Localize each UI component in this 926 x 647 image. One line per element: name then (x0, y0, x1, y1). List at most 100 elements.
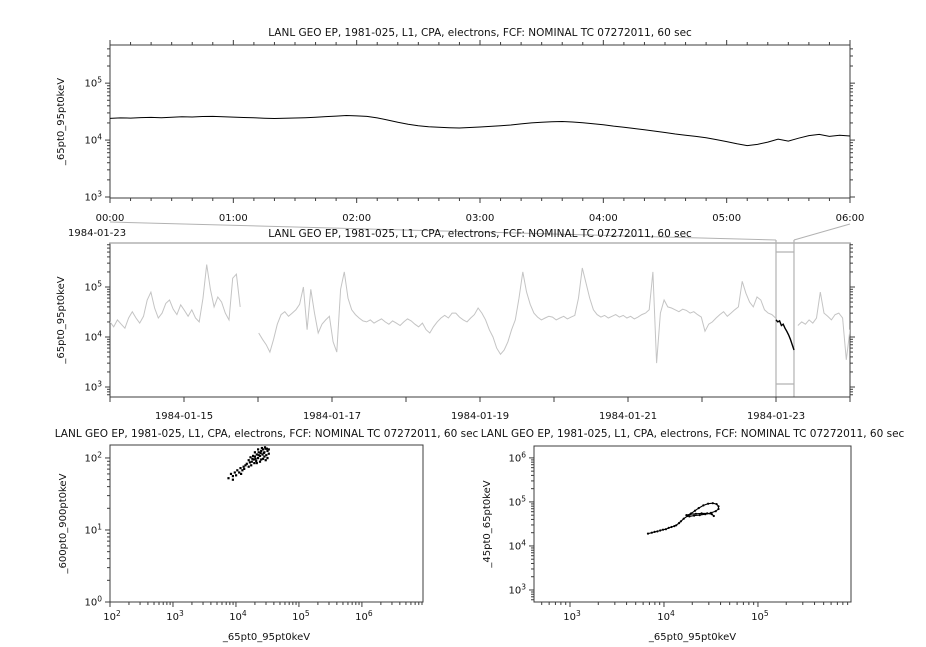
scatter-point (267, 448, 270, 451)
time-tick-label: 01:00 (219, 213, 248, 224)
panel-overview-plot-area[interactable] (110, 243, 850, 397)
y-tick-label: 104 (508, 538, 526, 552)
trail-point (714, 510, 717, 513)
scatter-point (264, 459, 267, 462)
scatter-point (243, 467, 246, 470)
x-tick-label: 106 (355, 609, 373, 623)
x-tick-label: 102 (103, 609, 121, 623)
scatter-point (245, 462, 248, 465)
date-tick-label: 1984-01-19 (451, 411, 509, 422)
panel-scatter-right-plot-area[interactable] (534, 446, 851, 602)
scatter-points-600-900 (227, 446, 270, 481)
scatter-point (266, 457, 269, 460)
scatter-point (250, 460, 253, 463)
trail-point (704, 513, 707, 516)
scatter-point (254, 457, 257, 460)
y-tick-label: 105 (508, 494, 526, 508)
panel-title-scatter-left: LANL GEO EP, 1981-025, L1, CPA, electron… (55, 428, 479, 440)
trail-point (717, 507, 720, 511)
y-axis-label-zoom: _65pt0_95pt0keV (56, 78, 67, 166)
highlight-box[interactable] (775, 240, 795, 397)
scatter-point (249, 456, 252, 459)
panel-zoom-plot-area[interactable] (110, 45, 850, 198)
x-axis-label-scatter-left: _65pt0_95pt0keV (222, 632, 310, 643)
trail-point (702, 504, 705, 507)
scatter-point (264, 447, 267, 450)
trail-45-65 (646, 502, 720, 535)
scatter-point (231, 478, 234, 481)
trail-point (679, 520, 683, 523)
scatter-point (260, 446, 263, 450)
y-tick-label: 104 (84, 133, 102, 147)
scatter-point (240, 472, 243, 475)
scatter-point (250, 464, 253, 467)
trail-point (712, 514, 715, 518)
trail-point (675, 524, 678, 527)
scatter-point (229, 472, 233, 475)
scatter-point (263, 455, 266, 458)
date-tick-label: 1984-01-17 (303, 411, 361, 422)
scatter-point (238, 471, 241, 474)
trail-point (689, 513, 692, 516)
x-tick-label: 104 (229, 609, 247, 623)
y-axis-label-scatter-right: _45pt0_65pt0keV (482, 480, 493, 568)
scatter-point (253, 455, 256, 458)
y-tick-label: 103 (84, 190, 102, 204)
scatter-point (265, 454, 268, 457)
trail-point (664, 528, 668, 531)
scatter-point (266, 449, 269, 452)
trail-point (682, 517, 685, 520)
trail-point (710, 513, 714, 516)
time-tick-label: 06:00 (836, 213, 865, 224)
scatter-point (259, 451, 262, 455)
trail-point (677, 522, 681, 525)
scatter-point (247, 459, 250, 462)
context-connector (109, 221, 851, 241)
trail-point (650, 531, 653, 534)
y-tick-label: 105 (84, 280, 102, 294)
scatter-point (247, 465, 250, 468)
x-axis-label-scatter-right: _65pt0_95pt0keV (648, 632, 736, 643)
time-tick-label: 05:00 (712, 213, 741, 224)
scatter-point (248, 461, 251, 464)
panel-title-scatter-right: LANL GEO EP, 1981-025, L1, CPA, electron… (481, 428, 905, 440)
y-tick-label: 103 (508, 582, 526, 596)
scatter-point (255, 453, 258, 456)
trail-point (653, 530, 656, 534)
trail-point (706, 512, 709, 515)
time-tick-label: 04:00 (589, 213, 618, 224)
scatter-point (265, 447, 268, 450)
date-tick-label: 1984-01-21 (599, 411, 657, 422)
scatter-point (258, 460, 262, 463)
y-tick-label: 103 (84, 380, 102, 394)
scatter-point (267, 452, 270, 455)
zoom-series-line (110, 114, 850, 147)
scatter-point (255, 462, 258, 465)
y-tick-label: 100 (84, 595, 102, 609)
scatter-point (239, 467, 242, 470)
scatter-point (262, 448, 265, 451)
scatter-point (251, 457, 254, 460)
scatter-point (252, 458, 255, 461)
scatter-point (261, 453, 264, 456)
x-tick-label: 104 (657, 609, 675, 623)
trail-point (717, 505, 720, 508)
scatter-point (252, 454, 255, 457)
scatter-point (235, 474, 238, 477)
trail-point (693, 509, 697, 512)
y-axis-label-scatter-left: _600pt0_900pt0keV (58, 473, 69, 574)
panel-scatter-left-plot-area[interactable] (110, 445, 423, 602)
scatter-point (257, 448, 260, 451)
y-tick-label: 102 (84, 450, 102, 464)
time-tick-label: 00:00 (96, 213, 125, 224)
scatter-point (244, 464, 247, 467)
scatter-point (227, 477, 230, 480)
scatter-point (260, 458, 263, 461)
y-tick-label: 104 (84, 330, 102, 344)
y-axis-label-overview: _65pt0_95pt0keV (56, 276, 67, 364)
x-tick-label: 105 (751, 609, 769, 623)
panel-title-zoom: LANL GEO EP, 1981-025, L1, CPA, electron… (268, 27, 692, 39)
connector-line-right (793, 223, 851, 241)
